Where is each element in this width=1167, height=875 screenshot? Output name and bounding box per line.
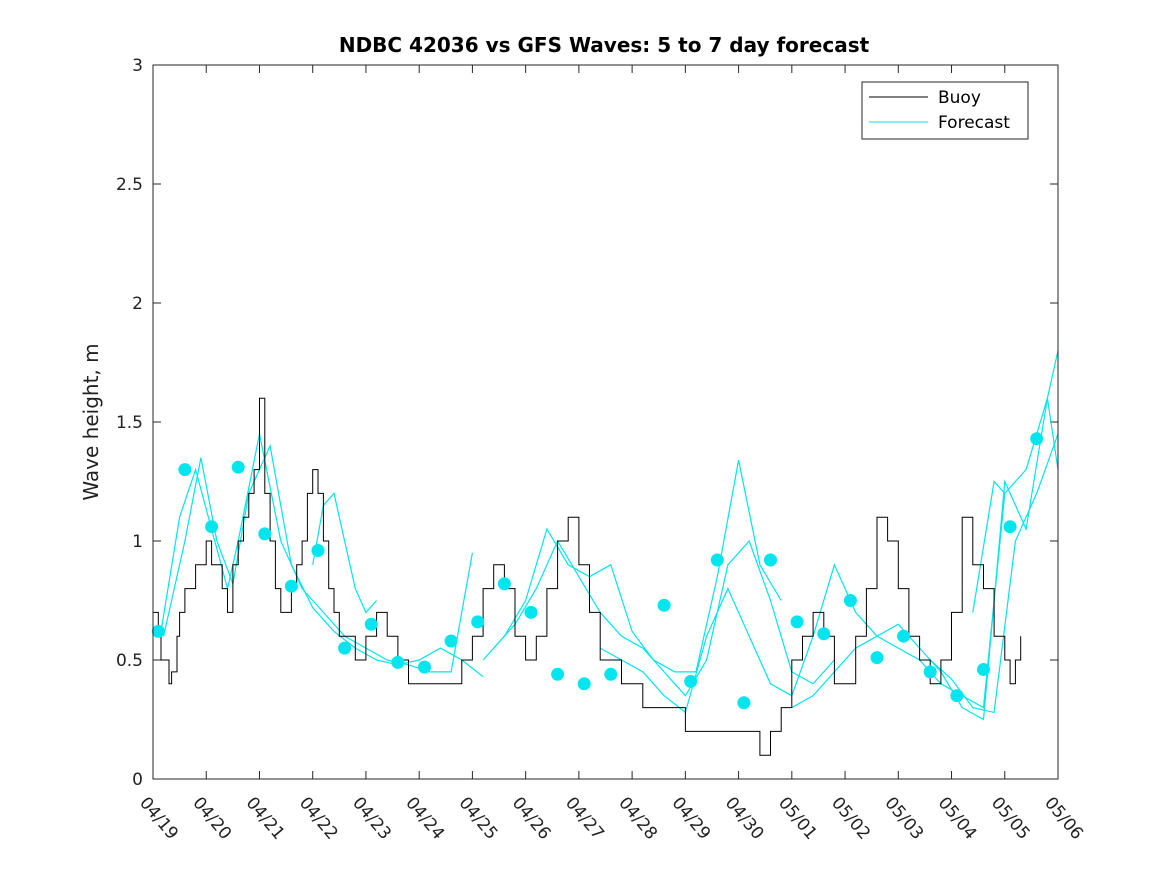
forecast-marker — [551, 667, 565, 681]
legend-forecast-label: Forecast — [938, 113, 1010, 133]
chart-title: NDBC 42036 vs GFS Waves: 5 to 7 day fore… — [339, 33, 870, 57]
forecast-marker — [684, 674, 698, 688]
y-tick-label: 3 — [132, 56, 143, 76]
forecast-marker — [364, 617, 378, 631]
forecast-line — [929, 433, 1059, 714]
forecast-line — [163, 443, 484, 678]
forecast-marker — [710, 553, 724, 567]
y-tick-label: 1.5 — [116, 413, 143, 433]
forecast-marker — [870, 651, 884, 665]
forecast-line — [160, 433, 473, 673]
plot-frame — [152, 64, 1059, 780]
forecast-marker — [737, 696, 751, 710]
forecast-marker — [604, 667, 618, 681]
forecast-marker — [817, 627, 831, 641]
forecast-marker — [284, 579, 298, 593]
forecast-line — [599, 493, 1006, 714]
forecast-marker — [258, 527, 272, 541]
y-tick-label: 0.5 — [116, 651, 143, 671]
forecast-marker — [1030, 432, 1044, 446]
forecast-marker — [923, 665, 937, 679]
forecast-line — [493, 539, 835, 697]
forecast-marker — [391, 655, 405, 669]
buoy-line — [153, 397, 1022, 756]
y-tick-label: 0 — [132, 770, 143, 790]
forecast-marker — [311, 544, 325, 557]
legend-box — [861, 81, 1029, 140]
forecast-line — [972, 398, 1059, 613]
forecast-marker — [843, 594, 857, 607]
forecast-marker — [231, 460, 245, 474]
forecast-marker — [151, 624, 165, 638]
y-axis-label: Wave height, m — [79, 343, 103, 500]
forecast-marker — [790, 615, 804, 629]
legend-buoy-label: Buoy — [938, 88, 981, 108]
forecast-marker — [657, 598, 671, 612]
forecast-marker — [205, 520, 219, 534]
forecast-marker — [497, 577, 511, 591]
forecast-marker — [977, 663, 990, 676]
forecast-marker — [524, 605, 538, 619]
forecast-marker — [950, 689, 964, 703]
forecast-marker — [1003, 520, 1017, 534]
forecast-marker — [577, 677, 591, 691]
forecast-marker — [178, 463, 192, 477]
y-tick-label: 2 — [132, 294, 143, 314]
forecast-marker — [418, 660, 431, 674]
y-tick-label: 2.5 — [116, 175, 143, 195]
forecast-marker — [764, 553, 777, 567]
forecast-marker — [444, 634, 458, 648]
forecast-line — [482, 459, 782, 673]
forecast-marker — [471, 615, 485, 629]
forecast-marker — [897, 629, 911, 643]
legend: Buoy Forecast — [861, 81, 1029, 140]
y-tick-label: 1 — [132, 532, 143, 552]
forecast-marker — [338, 641, 352, 655]
